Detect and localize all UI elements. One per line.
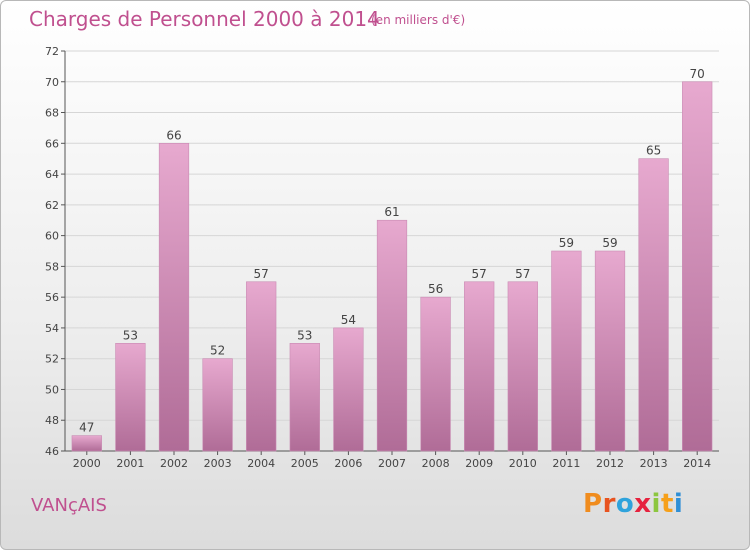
y-tick-label: 66 (45, 137, 59, 150)
bar-2010 (507, 281, 538, 452)
y-tick-label: 52 (45, 353, 59, 366)
value-label-2002: 66 (166, 128, 181, 142)
bar-2012 (594, 250, 626, 452)
bar-2000 (71, 435, 102, 452)
chart-subtitle: (en milliers d'€) (371, 13, 466, 27)
y-tick-label: 58 (45, 260, 59, 273)
x-tick-label-2003: 2003 (204, 457, 232, 470)
y-tick-label: 68 (45, 107, 59, 120)
value-label-2000: 47 (79, 421, 94, 435)
bar-2007 (376, 219, 408, 452)
x-tick-label-2005: 2005 (291, 457, 319, 470)
bar-2009 (464, 281, 495, 452)
bar-2005 (289, 343, 320, 452)
y-tick-label: 62 (45, 199, 59, 212)
bar-2008 (420, 296, 451, 452)
y-tick-label: 46 (45, 445, 59, 458)
x-tick-label-2006: 2006 (334, 457, 362, 470)
x-tick-label-2001: 2001 (116, 457, 144, 470)
value-label-2005: 53 (297, 328, 312, 342)
value-label-2008: 56 (428, 282, 443, 296)
x-tick-label-2011: 2011 (552, 457, 580, 470)
x-tick-label-2012: 2012 (596, 457, 624, 470)
value-label-2004: 57 (254, 267, 269, 281)
x-tick-label-2014: 2014 (683, 457, 711, 470)
value-label-2013: 65 (646, 144, 661, 158)
bar-2003 (202, 358, 233, 452)
y-tick-label: 48 (45, 414, 59, 427)
x-tick-label-2008: 2008 (422, 457, 450, 470)
x-tick-label-2010: 2010 (509, 457, 537, 470)
x-tick-label-2013: 2013 (640, 457, 668, 470)
x-tick-label-2000: 2000 (73, 457, 101, 470)
value-label-2012: 59 (602, 236, 617, 250)
value-label-2001: 53 (123, 328, 138, 342)
value-label-2006: 54 (341, 313, 356, 327)
x-tick-label-2007: 2007 (378, 457, 406, 470)
x-tick-label-2002: 2002 (160, 457, 188, 470)
bar-2006 (333, 327, 364, 452)
proxiti-logo[interactable]: Proxiti (583, 489, 683, 519)
bar-2002 (158, 143, 190, 452)
bar-2013 (638, 158, 669, 452)
logo-letter: x (634, 489, 652, 519)
value-label-2003: 52 (210, 344, 225, 358)
logo-letter: i (673, 489, 684, 519)
chart-title: Charges de Personnel 2000 à 2014 (29, 7, 380, 31)
y-tick-label: 64 (45, 168, 59, 181)
y-tick-label: 70 (45, 76, 59, 89)
y-tick-label: 50 (45, 383, 59, 396)
value-label-2011: 59 (559, 236, 574, 250)
bar-2011 (551, 250, 582, 452)
x-tick-label-2009: 2009 (465, 457, 493, 470)
logo-letter: r (602, 489, 616, 519)
bars (71, 81, 713, 452)
value-label-2014: 70 (690, 67, 705, 81)
value-label-2007: 61 (384, 205, 399, 219)
bar-2014 (682, 81, 713, 452)
labels: 47 2000 53 2001 66 2002 52 2003 57 2004 53 2005 54 20… (73, 67, 711, 470)
logo-letter: t (660, 489, 674, 519)
value-label-2010: 57 (515, 267, 530, 281)
y-tick-label: 56 (45, 291, 59, 304)
x-tick-label-2004: 2004 (247, 457, 275, 470)
logo-letter: o (615, 489, 635, 519)
logo-letter: i (651, 489, 661, 519)
y-tick-label: 54 (45, 322, 59, 335)
commune-name: VANçAIS (31, 495, 107, 516)
y-tick-label: 60 (45, 230, 59, 243)
y-tick-label: 72 (45, 45, 59, 58)
bar-2004 (246, 281, 277, 452)
value-label-2009: 57 (472, 267, 487, 281)
bar-2001 (115, 343, 146, 452)
logo-letter: P (583, 489, 603, 519)
